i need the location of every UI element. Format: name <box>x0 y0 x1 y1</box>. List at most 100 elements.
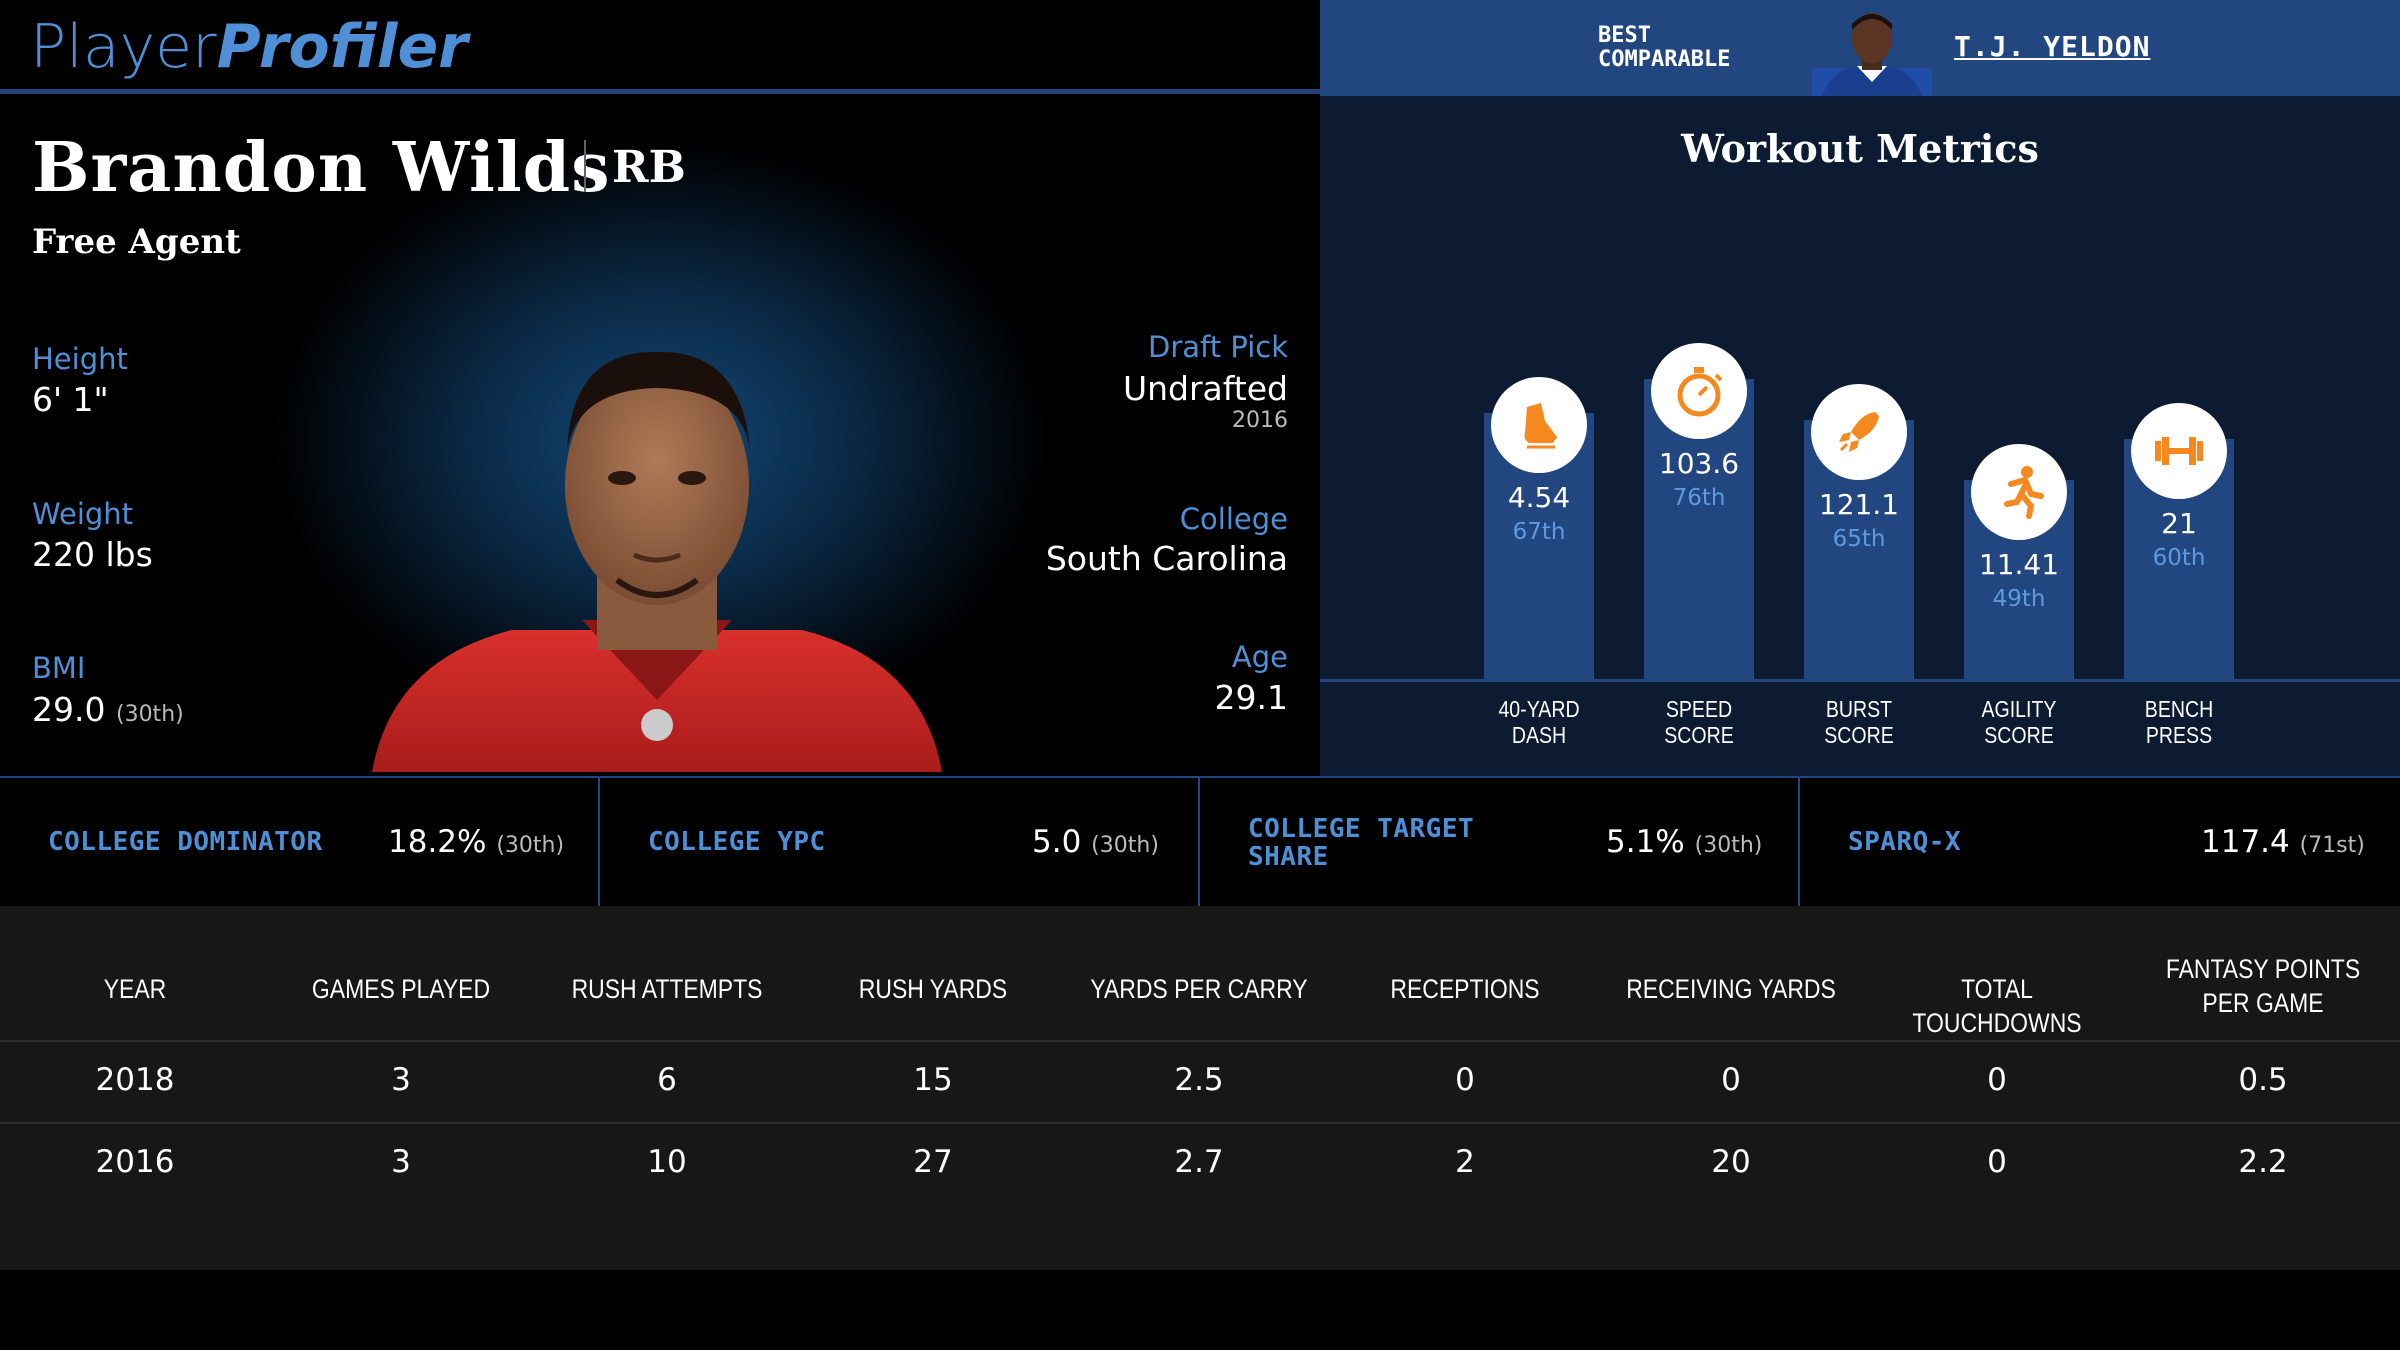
sparq-x-value: 117.4 (71st) <box>2201 824 2365 860</box>
strip-separator <box>1198 776 1200 906</box>
workout-percentile: 76th <box>1672 485 1726 511</box>
workout-value: 11.41 <box>1978 548 2060 582</box>
workout-label-line2: SCORE <box>1664 722 1734 748</box>
stopwatch-icon <box>1651 343 1747 439</box>
workout-baseline <box>1320 679 2400 682</box>
college-target-share-label-line2: SHARE <box>1248 842 1329 872</box>
table-header[interactable]: FANTASY POINTS PER GAME <box>2165 954 2361 1018</box>
table-cell: 0.5 <box>2238 1062 2288 1098</box>
table-header[interactable]: RUSH ATTEMPTS <box>571 974 763 1004</box>
header-left <box>0 0 1320 92</box>
table-cell: 27 <box>913 1144 953 1180</box>
player-team: Free Agent <box>32 222 241 262</box>
header-divider <box>0 89 1320 94</box>
strip-top-border <box>0 776 2400 778</box>
best-comparable-line1: BEST <box>1598 23 1651 48</box>
workout-value: 121.1 <box>1818 488 1900 522</box>
workout-label-line1: SPEED <box>1665 696 1733 722</box>
table-row-divider <box>0 1122 2400 1124</box>
workout-label-line1: 40-YARD <box>1498 696 1580 722</box>
table-cell: 6 <box>657 1062 677 1098</box>
age-label: Age <box>1231 640 1288 674</box>
college-target-share-label-line1: COLLEGE TARGET <box>1248 814 1475 844</box>
best-comparable-name-link[interactable]: T.J. YELDON <box>1954 30 2151 63</box>
table-header[interactable]: YEAR <box>103 974 167 1004</box>
player-name: Brandon Wilds <box>32 128 611 208</box>
workout-label-line1: BENCH <box>2144 696 2214 722</box>
table-header[interactable]: RECEIVING YARDS <box>1626 974 1836 1004</box>
draft-pick-value: Undrafted <box>1122 369 1288 408</box>
college-target-share-number: 5.1% <box>1606 824 1685 860</box>
table-cell: 0 <box>1721 1062 1741 1098</box>
bmi-number: 29.0 <box>32 690 106 729</box>
table-cell: 3 <box>391 1144 411 1180</box>
sparq-x-number: 117.4 <box>2201 824 2290 860</box>
sparq-x-percentile: (71st) <box>2299 833 2365 858</box>
workout-label-line1: BURST <box>1825 696 1893 722</box>
table-header[interactable]: GAMES PLAYED <box>311 974 491 1004</box>
college-value: South Carolina <box>1045 539 1288 578</box>
table-cell: 3 <box>391 1062 411 1098</box>
bmi-value: 29.0 (30th) <box>32 690 184 729</box>
college-dominator-percentile: (30th) <box>496 833 565 858</box>
draft-year: 2016 <box>1232 408 1288 433</box>
workout-label: BURST SCORE <box>1791 696 1927 748</box>
weight-value: 220 lbs <box>32 535 153 574</box>
table-header[interactable]: RUSH YARDS <box>858 974 1008 1004</box>
table-header[interactable]: RECEPTIONS <box>1390 974 1540 1004</box>
running-shoe-icon <box>1491 376 1587 473</box>
workout-label-line2: DASH <box>1511 722 1567 748</box>
name-separator <box>584 140 586 192</box>
college-ypc-label: COLLEGE YPC <box>648 827 826 857</box>
table-header[interactable]: YARDS PER CARRY <box>1090 974 1308 1004</box>
workout-percentile: 67th <box>1512 518 1566 545</box>
workout-label: 40-YARD DASH <box>1471 696 1607 748</box>
height-label: Height <box>32 342 128 376</box>
workout-value: 4.54 <box>1507 480 1571 514</box>
college-label: College <box>1179 502 1288 536</box>
bmi-percentile: (30th) <box>115 702 184 727</box>
draft-pick-label: Draft Pick <box>1148 330 1288 364</box>
college-stats-strip <box>0 776 2400 906</box>
sparq-x-label: SPARQ-X <box>1848 827 1962 857</box>
college-target-share-percentile: (30th) <box>1694 833 1763 858</box>
college-ypc-number: 5.0 <box>1032 824 1082 860</box>
table-cell: 2.2 <box>2238 1144 2288 1180</box>
season-stats-table <box>0 906 2400 1270</box>
workout-label-line2: SCORE <box>1824 722 1894 748</box>
workout-label: AGILITY SCORE <box>1951 696 2087 748</box>
college-dominator-label: COLLEGE DOMINATOR <box>48 827 323 857</box>
table-cell: 20 <box>1711 1144 1751 1180</box>
table-cell: 2 <box>1455 1144 1475 1180</box>
age-value: 29.1 <box>1214 678 1288 717</box>
comparable-player-avatar <box>1812 8 1932 96</box>
workout-label: BENCH PRESS <box>2111 696 2247 748</box>
table-header[interactable]: TOTAL TOUCHDOWNS <box>1912 974 2082 1038</box>
table-cell: 2016 <box>95 1144 175 1180</box>
college-ypc-percentile: (30th) <box>1091 833 1159 858</box>
college-ypc-value: 5.0 (30th) <box>1032 824 1159 860</box>
bmi-label: BMI <box>32 651 86 685</box>
workout-percentile: 60th <box>2152 545 2206 571</box>
table-cell: 0 <box>1987 1144 2007 1180</box>
dumbbell-icon <box>2131 403 2227 499</box>
table-cell: 10 <box>647 1144 687 1180</box>
site-logo[interactable]: PlayerProfiler <box>30 12 468 82</box>
player-headshot <box>372 340 942 772</box>
table-cell: 15 <box>913 1062 953 1098</box>
strip-separator <box>1798 776 1800 906</box>
college-dominator-number: 18.2% <box>388 824 487 860</box>
rocket-icon <box>1811 384 1907 481</box>
weight-label: Weight <box>32 497 134 531</box>
workout-metrics-title: Workout Metrics <box>1681 126 2039 171</box>
workout-percentile: 65th <box>1832 526 1886 553</box>
table-cell: 2.7 <box>1174 1144 1224 1180</box>
runner-icon <box>1971 444 2067 541</box>
logo-text-player: Player <box>30 12 217 82</box>
college-target-share-value: 5.1% (30th) <box>1606 824 1762 860</box>
workout-percentile: 49th <box>1992 586 2046 613</box>
workout-label-line1: AGILITY <box>1981 696 2057 722</box>
college-dominator-value: 18.2% (30th) <box>388 824 564 860</box>
table-cell: 0 <box>1455 1062 1475 1098</box>
workout-label-line2: SCORE <box>1984 722 2054 748</box>
